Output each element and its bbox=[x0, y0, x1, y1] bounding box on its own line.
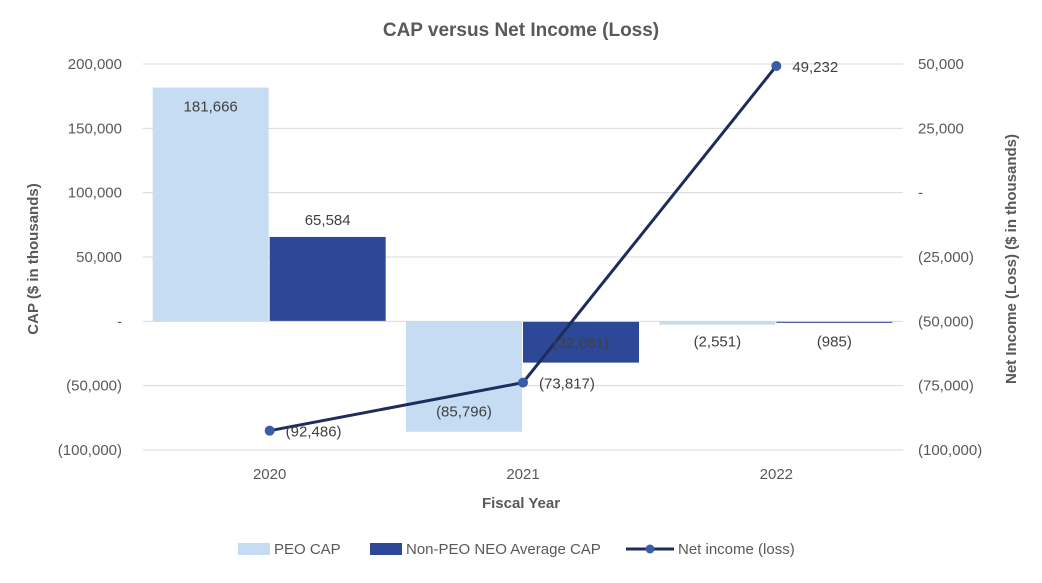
chart-title: CAP versus Net Income (Loss) bbox=[383, 20, 659, 41]
net-income-point bbox=[771, 60, 782, 71]
bar-non-peo-neo-average-cap bbox=[269, 236, 386, 322]
x-tick-label: 2022 bbox=[760, 466, 793, 483]
x-tick-label: 2020 bbox=[253, 466, 286, 483]
line-data-label: (92,486) bbox=[286, 424, 342, 441]
bar-peo-cap bbox=[152, 87, 269, 322]
y2-tick-label: - bbox=[918, 185, 923, 202]
x-axis-title: Fiscal Year bbox=[482, 495, 560, 512]
data-labels-layer: 181,666 (85,796) (2,551) 65,584 (32,081) (985… bbox=[184, 59, 852, 441]
legend-swatch bbox=[370, 543, 402, 555]
y2-tick-label: (100,000) bbox=[918, 442, 982, 459]
x-tick-label: 2021 bbox=[506, 466, 539, 483]
bar-non-peo-neo-average-cap bbox=[776, 321, 893, 323]
y2-tick-label: 25,000 bbox=[918, 120, 964, 137]
bar-data-label: (32,081) bbox=[553, 335, 609, 352]
bars-layer bbox=[152, 87, 893, 432]
bar-data-label: (2,551) bbox=[694, 333, 742, 350]
bar-data-label: (85,796) bbox=[436, 404, 492, 421]
bar-non-peo-neo-average-cap bbox=[523, 321, 639, 363]
line-data-label: (73,817) bbox=[539, 376, 595, 393]
y-tick-label: 150,000 bbox=[68, 120, 122, 137]
y-axis-title: CAP ($ in thousands) bbox=[25, 183, 42, 334]
line-data-label: 49,232 bbox=[792, 59, 838, 76]
y-tick-label: (50,000) bbox=[66, 378, 122, 395]
axes-layer: 200,000 150,000 100,000 50,000 - (50,000) (100… bbox=[58, 56, 982, 483]
net-income-point bbox=[264, 425, 275, 436]
y-tick-label: 100,000 bbox=[68, 185, 122, 202]
net-income-point bbox=[518, 377, 528, 388]
legend-swatch bbox=[238, 543, 270, 555]
y2-axis-title: Net Income (Loss) ($ in thousands) bbox=[1003, 134, 1020, 384]
bar-data-label: 65,584 bbox=[305, 212, 351, 229]
legend-label: PEO CAP bbox=[274, 541, 341, 558]
bar-data-label: (985) bbox=[817, 333, 852, 350]
y2-tick-label: (50,000) bbox=[918, 313, 974, 330]
y-tick-label: - bbox=[117, 313, 122, 330]
legend-label: Net income (loss) bbox=[678, 541, 795, 558]
y2-tick-label: 50,000 bbox=[918, 56, 964, 73]
bar-data-label: 181,666 bbox=[184, 99, 238, 116]
y-tick-label: 50,000 bbox=[76, 249, 122, 266]
y2-tick-label: (25,000) bbox=[918, 249, 974, 266]
legend: PEO CAP Non-PEO NEO Average CAP Net income… bbox=[238, 541, 795, 558]
legend-label: Non-PEO NEO Average CAP bbox=[406, 541, 601, 558]
bar-peo-cap bbox=[659, 321, 776, 325]
legend-marker bbox=[645, 544, 655, 554]
y-tick-label: (100,000) bbox=[58, 442, 122, 459]
bar-peo-cap bbox=[406, 321, 522, 432]
y2-tick-label: (75,000) bbox=[918, 378, 974, 395]
y-tick-label: 200,000 bbox=[68, 56, 122, 73]
line-layer bbox=[264, 60, 782, 436]
